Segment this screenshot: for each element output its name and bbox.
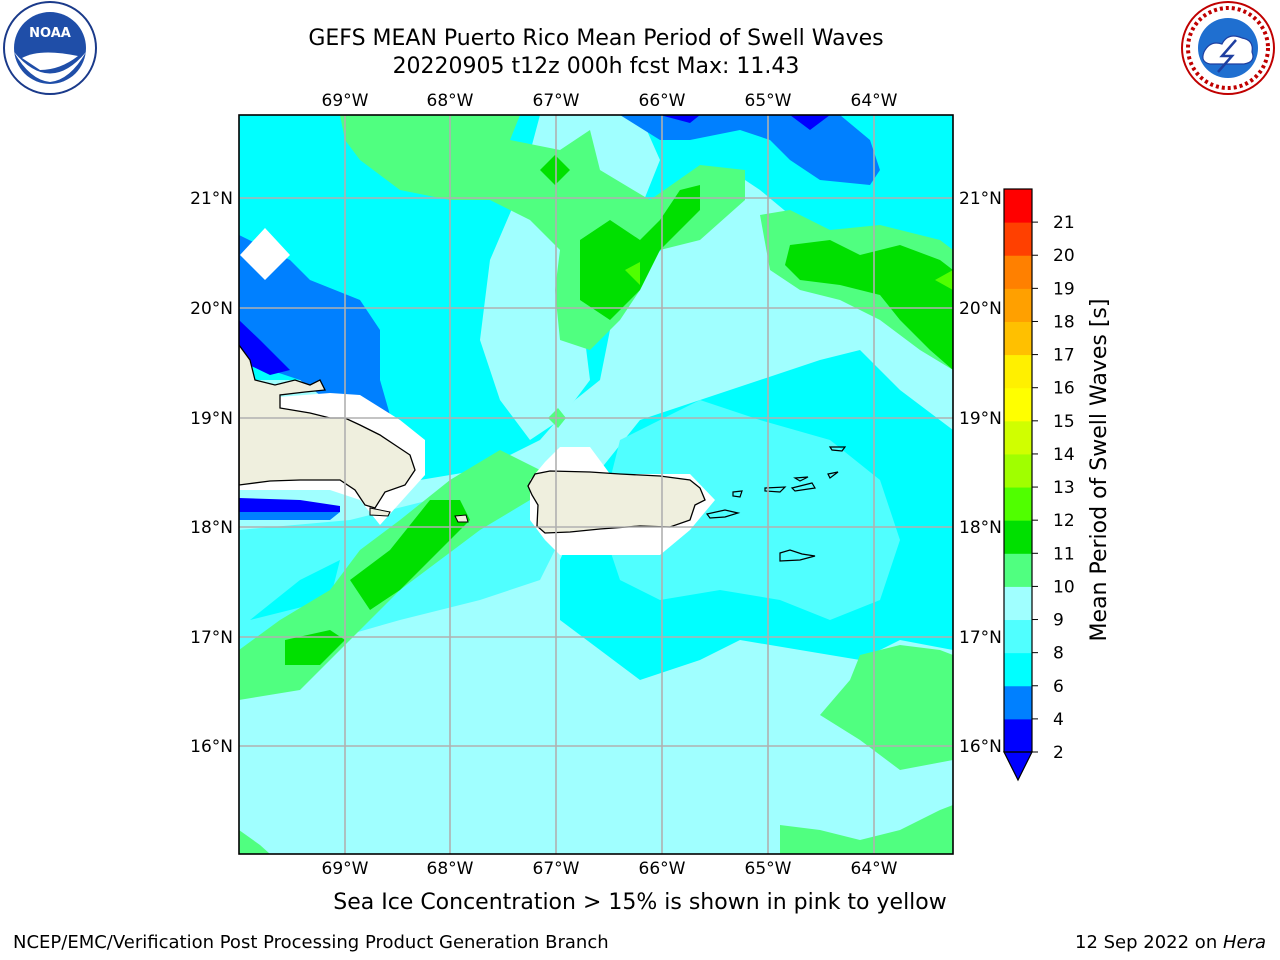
colorbar-tick-label: 4 (1053, 710, 1064, 730)
colorbar-tick-label: 9 (1053, 611, 1064, 631)
graticule (239, 115, 953, 854)
colorbar-tick-label: 11 (1053, 544, 1075, 564)
lat-label: 21°N (190, 189, 233, 209)
colorbar-segment (1004, 354, 1032, 389)
lat-label: 20°N (190, 299, 233, 319)
colorbar-ticks: 2 4 6 8 9 10 11 12 13 14 15 16 17 18 19 20 21 (1032, 213, 1075, 763)
colorbar-tick-label: 20 (1053, 246, 1075, 266)
lon-label: 65°W (745, 91, 792, 111)
colorbar-frame (1003, 188, 1033, 753)
lon-labels-top: 69°W 68°W 67°W 66°W 65°W 64°W (322, 91, 898, 111)
colorbar-tick-label: 12 (1053, 511, 1075, 531)
lat-label: 21°N (959, 189, 1002, 209)
swell-period-contours (239, 115, 953, 854)
lon-labels-bottom: 69°W 68°W 67°W 66°W 65°W 64°W (322, 859, 898, 879)
national-weather-service-logo (1181, 1, 1275, 95)
colorbar-segment (1004, 553, 1032, 587)
lon-label: 64°W (851, 859, 898, 879)
colorbar-extend-arrow (1003, 751, 1033, 782)
footer-date-text: 12 Sep 2022 on (1075, 932, 1223, 953)
colorbar-tick-label: 6 (1053, 677, 1064, 697)
lat-label: 16°N (190, 737, 233, 757)
lon-label: 67°W (533, 91, 580, 111)
lat-label: 17°N (959, 628, 1002, 648)
colorbar-segment (1004, 520, 1032, 554)
colorbar-segment (1004, 189, 1032, 223)
colorbar-tick-label: 18 (1053, 312, 1075, 332)
lon-label: 65°W (745, 859, 792, 879)
lat-label: 18°N (190, 518, 233, 538)
lon-label: 69°W (322, 859, 369, 879)
footer-date: 12 Sep 2022 on Hera (1075, 932, 1266, 953)
lat-label: 18°N (959, 518, 1002, 538)
lon-label: 68°W (427, 91, 474, 111)
colorbar-segment (1004, 255, 1032, 289)
colorbar-segment (1004, 619, 1032, 654)
colorbar-segment (1004, 685, 1032, 720)
colorbar-segment (1004, 487, 1032, 521)
contour-4-6s-north (620, 115, 880, 185)
lon-label: 66°W (639, 91, 686, 111)
lon-label: 69°W (322, 91, 369, 111)
colorbar-tick-label: 19 (1053, 279, 1075, 299)
lat-label: 19°N (959, 409, 1002, 429)
sea-ice-caption: Sea Ice Concentration > 15% is shown in … (0, 890, 1280, 915)
noaa-logo: NOAA (3, 1, 97, 95)
colorbar-tick-label: 21 (1053, 213, 1075, 233)
lat-label: 17°N (190, 628, 233, 648)
colorbar-segment (1004, 321, 1032, 356)
colorbar-segment (1004, 718, 1032, 753)
colorbar-segment (1004, 420, 1032, 455)
colorbar-segment (1004, 652, 1032, 687)
colorbar-segment (1004, 288, 1032, 322)
colorbar-tick-label: 8 (1053, 644, 1064, 664)
lon-label: 68°W (427, 859, 474, 879)
footer-machine: Hera (1222, 932, 1266, 953)
page-title: GEFS MEAN Puerto Rico Mean Period of Swe… (308, 26, 884, 51)
colorbar-segment (1004, 222, 1032, 256)
lat-label: 19°N (190, 409, 233, 429)
page-subtitle: 20220905 t12z 000h fcst Max: 11.43 (392, 54, 800, 79)
colorbar-segment (1004, 586, 1032, 621)
map-frame (238, 114, 954, 855)
lat-labels-right: 21°N 20°N 19°N 18°N 17°N 16°N (959, 189, 1002, 757)
lat-labels-left: 21°N 20°N 19°N 18°N 17°N 16°N (190, 189, 233, 757)
puerto-rico-land (527, 470, 706, 534)
hispaniola-land (239, 343, 416, 509)
colorbar-tick-label: 15 (1053, 412, 1075, 432)
sea-ice-caption-text: Sea Ice Concentration > 15% is shown in … (333, 890, 947, 915)
lon-label: 66°W (639, 859, 686, 879)
lat-label: 16°N (959, 737, 1002, 757)
colorbar (1003, 188, 1033, 782)
colorbar-tick-label: 14 (1053, 445, 1075, 465)
svg-text:NOAA: NOAA (29, 26, 71, 41)
colorbar-segment (1004, 453, 1032, 488)
colorbar-tick-label: 10 (1053, 577, 1075, 597)
colorbar-tick-label: 16 (1053, 379, 1075, 399)
contour-9-10s-north (340, 115, 745, 350)
colorbar-label: Mean Period of Swell Waves [s] (1087, 299, 1112, 642)
lon-label: 67°W (533, 859, 580, 879)
lon-label: 64°W (851, 91, 898, 111)
contour-9-10s-southeast (820, 645, 953, 770)
footer-branch: NCEP/EMC/Verification Post Processing Pr… (13, 932, 609, 953)
contour-8s-east (600, 400, 900, 620)
colorbar-segment (1004, 387, 1032, 422)
contour-10-11s (580, 185, 700, 320)
colorbar-tick-label: 17 (1053, 346, 1075, 366)
colorbar-tick-label: 13 (1053, 478, 1075, 498)
lat-label: 20°N (959, 299, 1002, 319)
colorbar-tick-label: 2 (1053, 743, 1064, 763)
